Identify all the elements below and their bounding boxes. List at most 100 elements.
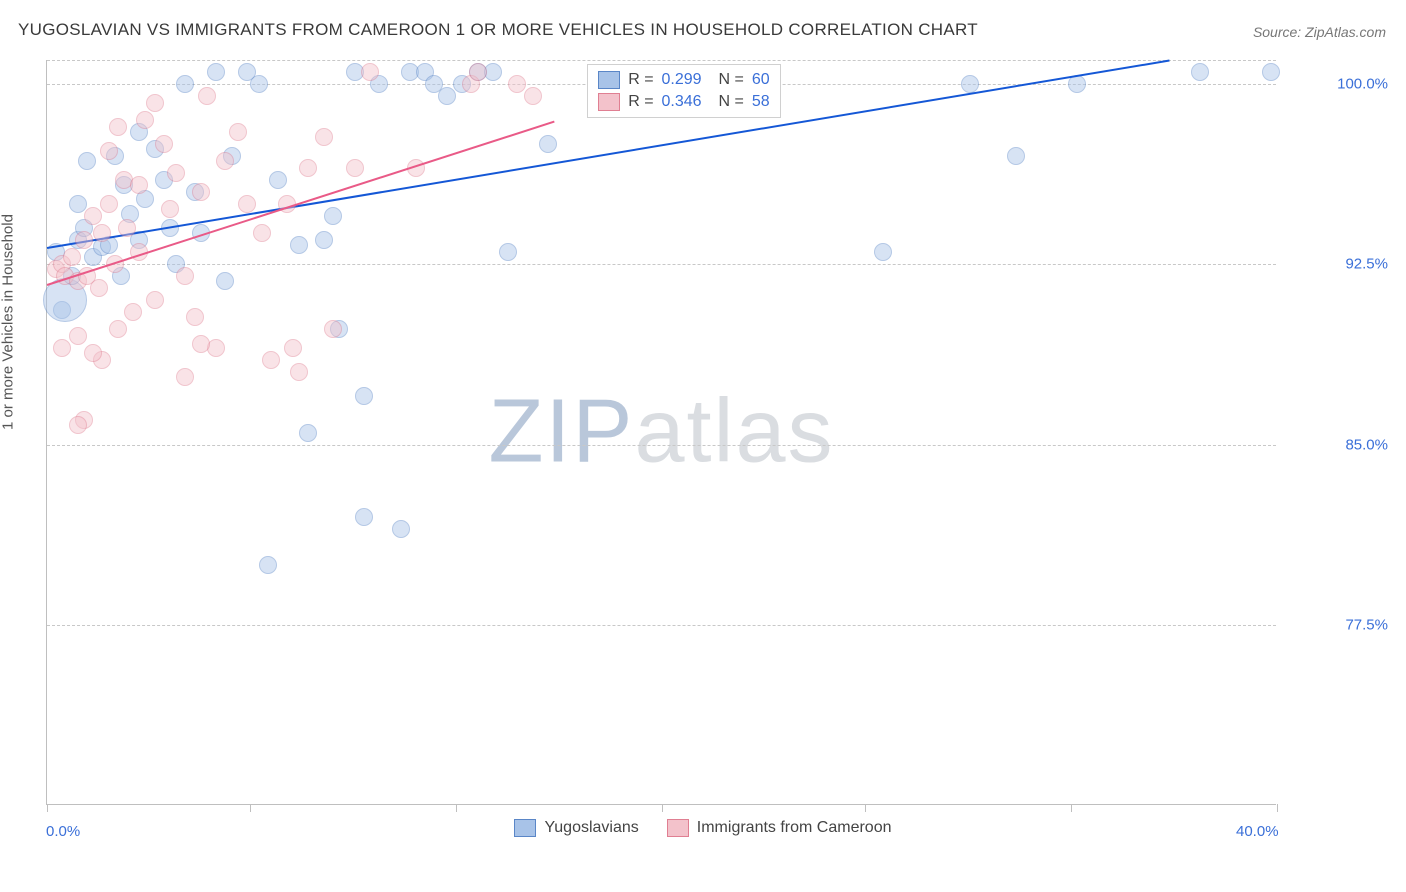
legend-item: Yugoslavians <box>514 819 638 837</box>
data-point <box>100 142 118 160</box>
y-axis-label: 1 or more Vehicles in Household <box>0 214 17 430</box>
data-point <box>508 75 526 93</box>
data-point <box>155 135 173 153</box>
data-point <box>1007 147 1025 165</box>
data-point <box>250 75 268 93</box>
data-point <box>238 195 256 213</box>
data-point <box>290 236 308 254</box>
data-point <box>63 248 81 266</box>
data-point <box>438 87 456 105</box>
data-point <box>262 351 280 369</box>
chart-title: YUGOSLAVIAN VS IMMIGRANTS FROM CAMEROON … <box>18 20 978 40</box>
gridline <box>47 60 1276 61</box>
data-point <box>69 195 87 213</box>
data-point <box>69 416 87 434</box>
data-point <box>124 303 142 321</box>
data-point <box>69 327 87 345</box>
watermark: ZIPatlas <box>488 381 834 484</box>
legend-swatch <box>667 819 689 837</box>
legend-swatch <box>514 819 536 837</box>
data-point <box>100 195 118 213</box>
y-tick-label: 85.0% <box>1345 436 1388 453</box>
data-point <box>524 87 542 105</box>
legend-item: Immigrants from Cameroon <box>667 819 892 837</box>
data-point <box>1262 63 1280 81</box>
gridline <box>47 445 1276 446</box>
x-tick <box>1071 804 1072 812</box>
data-point <box>315 128 333 146</box>
data-point <box>284 339 302 357</box>
data-point <box>299 424 317 442</box>
data-point <box>192 183 210 201</box>
data-point <box>539 135 557 153</box>
data-point <box>136 111 154 129</box>
data-point <box>259 556 277 574</box>
data-point <box>176 75 194 93</box>
data-point <box>1191 63 1209 81</box>
data-point <box>207 339 225 357</box>
data-point <box>146 291 164 309</box>
x-tick-label: 0.0% <box>46 823 80 840</box>
data-point <box>216 272 234 290</box>
x-tick <box>250 804 251 812</box>
legend-swatch <box>598 71 620 89</box>
data-point <box>355 387 373 405</box>
data-point <box>392 520 410 538</box>
data-point <box>346 159 364 177</box>
y-tick-label: 92.5% <box>1345 256 1388 273</box>
legend-label: Immigrants from Cameroon <box>697 819 892 837</box>
x-tick <box>456 804 457 812</box>
data-point <box>355 508 373 526</box>
data-point <box>469 63 487 81</box>
data-point <box>130 176 148 194</box>
x-tick-label: 40.0% <box>1236 823 1279 840</box>
gridline <box>47 625 1276 626</box>
data-point <box>361 63 379 81</box>
data-point <box>176 368 194 386</box>
data-point <box>198 87 216 105</box>
data-point <box>961 75 979 93</box>
trend-line <box>47 120 555 285</box>
data-point <box>109 320 127 338</box>
data-point <box>84 344 102 362</box>
y-tick-label: 100.0% <box>1337 76 1388 93</box>
legend-correlation: R =0.299 N =60R =0.346 N =58 <box>587 64 780 118</box>
legend-swatch <box>598 93 620 111</box>
data-point <box>192 335 210 353</box>
data-point <box>229 123 247 141</box>
x-tick <box>865 804 866 812</box>
data-point <box>118 219 136 237</box>
data-point <box>186 308 204 326</box>
x-tick <box>1277 804 1278 812</box>
gridline <box>47 264 1276 265</box>
y-tick-label: 77.5% <box>1345 616 1388 633</box>
data-point <box>315 231 333 249</box>
data-point <box>269 171 287 189</box>
correlation-chart: YUGOSLAVIAN VS IMMIGRANTS FROM CAMEROON … <box>0 0 1406 892</box>
data-point <box>53 339 71 357</box>
data-point <box>216 152 234 170</box>
legend-row: R =0.299 N =60 <box>598 69 769 91</box>
data-point <box>324 207 342 225</box>
data-point <box>167 164 185 182</box>
legend-label: Yugoslavians <box>544 819 638 837</box>
source-text: Source: ZipAtlas.com <box>1253 24 1386 40</box>
plot-area: ZIPatlas <box>46 60 1276 805</box>
data-point <box>299 159 317 177</box>
data-point <box>75 231 93 249</box>
x-tick <box>662 804 663 812</box>
data-point <box>484 63 502 81</box>
x-tick <box>47 804 48 812</box>
data-point <box>146 94 164 112</box>
data-point <box>253 224 271 242</box>
data-point <box>90 279 108 297</box>
data-point <box>324 320 342 338</box>
data-point <box>161 200 179 218</box>
legend-row: R =0.346 N =58 <box>598 91 769 113</box>
legend-bottom: Yugoslavians Immigrants from Cameroon <box>0 819 1406 837</box>
data-point <box>109 118 127 136</box>
data-point <box>874 243 892 261</box>
data-point <box>290 363 308 381</box>
data-point <box>84 207 102 225</box>
data-point <box>499 243 517 261</box>
